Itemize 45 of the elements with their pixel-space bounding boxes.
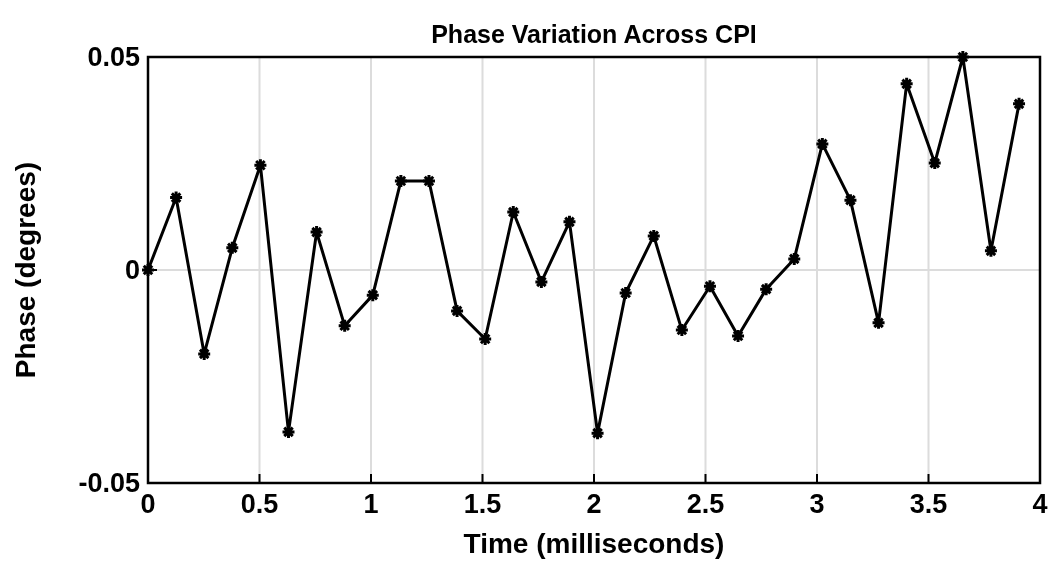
point <box>477 331 493 347</box>
point <box>421 173 437 189</box>
point <box>309 224 325 240</box>
point <box>955 49 971 65</box>
point <box>252 157 268 173</box>
x-tick-label: 2.5 <box>686 489 725 519</box>
point <box>842 192 858 208</box>
x-tick-label: 1.5 <box>463 489 502 519</box>
point <box>646 228 662 244</box>
point <box>786 251 802 267</box>
point <box>730 328 746 344</box>
chart-title: Phase Variation Across CPI <box>431 20 757 48</box>
x-axis-title: Time (milliseconds) <box>463 528 725 559</box>
point <box>758 281 774 297</box>
y-axis-title: Phase (degrees) <box>10 161 41 379</box>
y-tick-label: -0.05 <box>78 468 140 498</box>
point <box>618 285 634 301</box>
point <box>674 322 690 338</box>
x-tick-label: 3.5 <box>909 489 948 519</box>
point <box>899 76 915 92</box>
x-tick-label: 1 <box>363 489 379 519</box>
point <box>983 243 999 259</box>
point <box>337 318 353 334</box>
x-tick-label: 3 <box>809 489 825 519</box>
point <box>590 425 606 441</box>
point <box>814 136 830 152</box>
point <box>449 303 465 319</box>
point <box>927 155 943 171</box>
point <box>168 190 184 206</box>
point <box>505 204 521 220</box>
point <box>871 315 887 331</box>
x-tick-label: 4 <box>1032 489 1048 519</box>
point <box>393 173 409 189</box>
x-tick-label: 2 <box>586 489 602 519</box>
point <box>561 214 577 230</box>
point <box>702 278 718 294</box>
y-tick-label: 0 <box>124 255 140 285</box>
y-tick-label: 0.05 <box>87 42 140 72</box>
point <box>196 346 212 362</box>
point <box>224 240 240 256</box>
point <box>533 274 549 290</box>
x-tick-label: 0.5 <box>240 489 279 519</box>
point <box>365 287 381 303</box>
point <box>1011 96 1027 112</box>
point <box>280 424 296 440</box>
